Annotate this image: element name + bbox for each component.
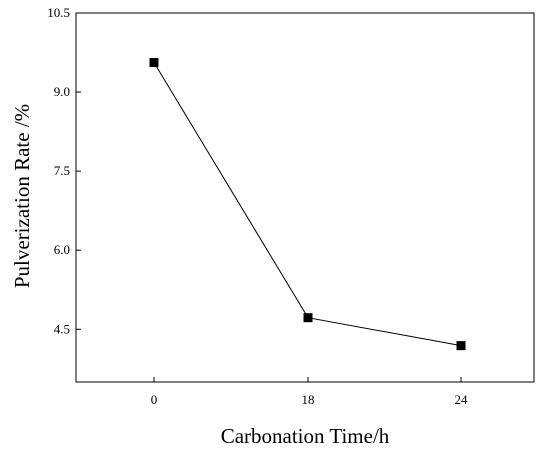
y-axis-title: Pulverization Rate /% bbox=[10, 104, 34, 288]
y-axis-ticks: 4.5 6.0 7.5 9.0 10.5 bbox=[47, 5, 81, 336]
series-line bbox=[153, 62, 462, 347]
y-tick-label: 6.0 bbox=[54, 242, 70, 257]
y-tick-label: 10.5 bbox=[47, 5, 70, 20]
plot-frame bbox=[75, 12, 535, 383]
series-layer bbox=[149, 58, 466, 351]
data-point bbox=[303, 313, 313, 323]
y-tick-label: 7.5 bbox=[54, 163, 70, 178]
x-tick-label: 24 bbox=[455, 392, 469, 407]
x-tick-label: 18 bbox=[302, 392, 315, 407]
plot-area: 4.5 6.0 7.5 9.0 10.5 0 18 24 bbox=[47, 5, 535, 407]
y-tick-label: 4.5 bbox=[54, 321, 70, 336]
x-axis-title: Carbonation Time/h bbox=[221, 424, 390, 448]
x-tick-label: 0 bbox=[151, 392, 158, 407]
data-point bbox=[149, 58, 159, 68]
y-tick-label: 9.0 bbox=[54, 84, 70, 99]
data-point bbox=[456, 341, 466, 351]
x-axis-ticks: 0 18 24 bbox=[151, 377, 468, 407]
